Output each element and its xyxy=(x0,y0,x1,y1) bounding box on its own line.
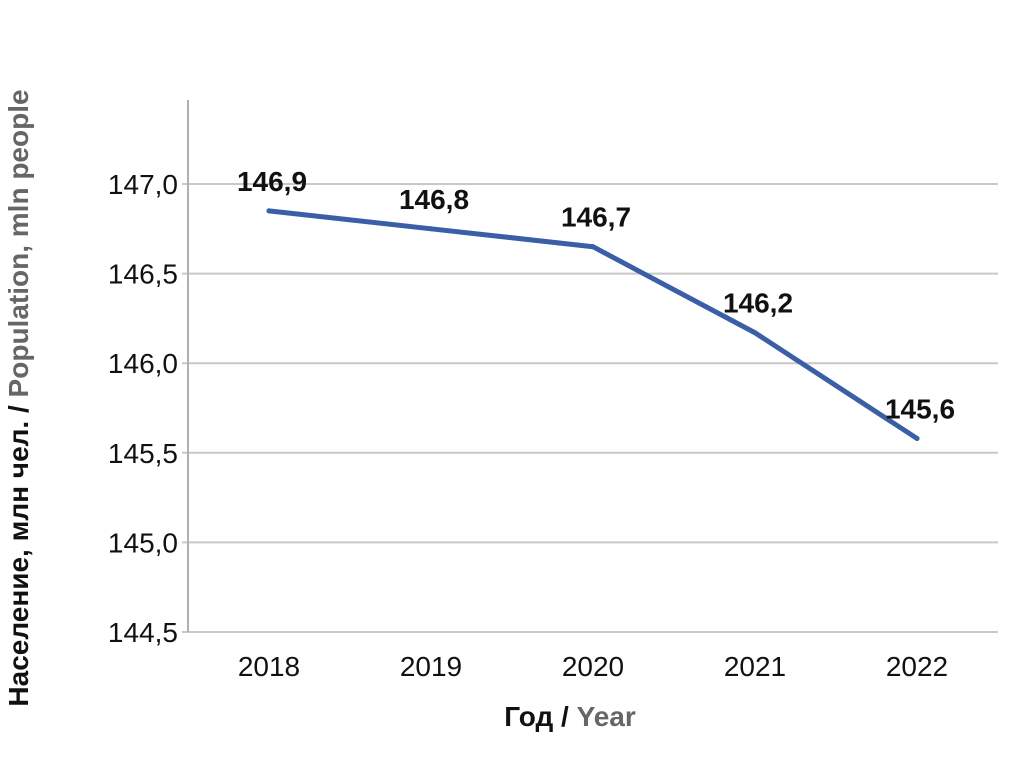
x-axis-title-separator: / xyxy=(553,701,576,732)
data-label: 146,2 xyxy=(723,288,793,319)
y-tick-label: 147,0 xyxy=(108,169,178,200)
data-label: 146,8 xyxy=(399,184,469,215)
x-axis-title: Год / Year xyxy=(504,701,636,732)
data-point xyxy=(266,208,272,214)
data-point xyxy=(590,244,596,250)
data-label: 146,7 xyxy=(561,202,631,233)
y-axis-title: Население, млн чел. / Population, mln pe… xyxy=(3,89,34,706)
gridlines xyxy=(182,183,998,633)
y-tick-label: 146,0 xyxy=(108,348,178,379)
x-axis-title-secondary: Year xyxy=(577,701,636,732)
x-tick-labels: 2018 2019 2020 2021 2022 xyxy=(238,651,948,682)
y-tick-label: 146,5 xyxy=(108,259,178,290)
y-tick-label: 144,5 xyxy=(108,617,178,648)
x-tick-label: 2018 xyxy=(238,651,300,682)
y-tick-label: 145,5 xyxy=(108,438,178,469)
data-label: 145,6 xyxy=(885,393,955,424)
x-tick-label: 2019 xyxy=(400,651,462,682)
x-tick-label: 2022 xyxy=(886,651,948,682)
series-layer xyxy=(266,208,920,441)
x-tick-label: 2021 xyxy=(724,651,786,682)
x-tick-label: 2020 xyxy=(562,651,624,682)
y-tick-label: 145,0 xyxy=(108,527,178,558)
y-tick-labels: 147,0 146,5 146,0 145,5 145,0 144,5 xyxy=(108,169,178,648)
data-labels: 146,9 146,8 146,7 146,2 145,6 xyxy=(237,166,955,425)
y-axis-title-secondary: Population, mln people xyxy=(3,89,34,397)
data-point xyxy=(428,226,434,232)
y-axis-title-separator: / xyxy=(3,397,34,420)
x-axis-title-primary: Год xyxy=(504,701,553,732)
y-axis-title-primary: Население, млн чел. xyxy=(3,421,34,707)
data-point xyxy=(914,435,920,441)
data-label: 146,9 xyxy=(237,166,307,197)
data-point xyxy=(752,330,758,336)
